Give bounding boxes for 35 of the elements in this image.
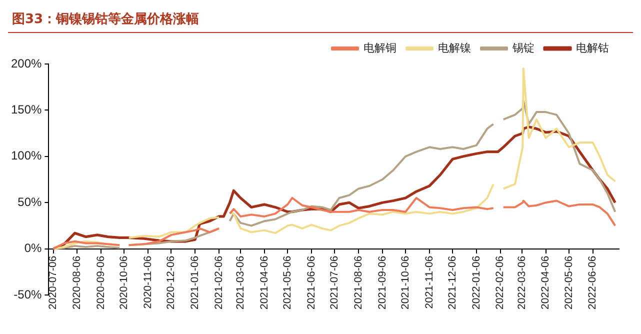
y-tick-label: -50% <box>14 287 42 302</box>
x-tick-label: 2021-02-06 <box>212 256 225 310</box>
y-tick-label: 50% <box>18 194 42 209</box>
x-tick-label: 2021-11-06 <box>423 256 436 309</box>
x-tick-label: 2022-02-06 <box>494 256 506 310</box>
x-tick-label: 2020-07-06 <box>47 256 60 310</box>
x-tick-label: 2020-08-06 <box>71 256 84 310</box>
y-tick-label: 0% <box>24 241 42 256</box>
legend-label: 电解镍 <box>438 41 471 54</box>
x-tick-label: 2021-05-06 <box>281 256 294 310</box>
y-tick-label: 100% <box>10 148 42 163</box>
y-tick-label: 200% <box>10 56 42 70</box>
x-tick-label: 2022-03-06 <box>516 256 528 310</box>
x-tick-label: 2022-05-06 <box>562 256 575 310</box>
x-tick-label: 2020-09-06 <box>94 256 107 310</box>
x-tick-label: 2021-06-06 <box>305 256 318 310</box>
x-tick-label: 2020-11-06 <box>142 256 154 309</box>
x-tick-label: 2020-12-06 <box>165 256 178 310</box>
legend-label: 锡锭 <box>512 41 534 54</box>
y-tick-label: 150% <box>10 102 42 117</box>
x-tick-label: 2021-09-06 <box>376 256 388 310</box>
x-tick-label: 2021-07-06 <box>328 256 341 310</box>
x-tick-label: 2021-12-06 <box>446 256 458 310</box>
legend-label: 电解铜 <box>364 41 396 54</box>
x-tick-label: 2021-08-06 <box>352 256 364 310</box>
x-tick-label: 2021-03-06 <box>234 256 246 310</box>
x-tick-label: 2021-10-06 <box>399 256 412 310</box>
x-tick-label: 2020-10-06 <box>118 256 130 310</box>
x-tick-label: 2022-04-06 <box>540 256 552 310</box>
x-tick-label: 2022-01-06 <box>470 256 482 310</box>
x-tick-label: 2022-06-06 <box>586 256 599 310</box>
legend-label: 电解钴 <box>576 41 609 54</box>
chart-title: 图33：铜镍锡钴等金属价格涨幅 <box>8 8 633 33</box>
x-tick-label: 2021-01-06 <box>189 256 202 310</box>
x-tick-label: 2021-04-06 <box>258 256 270 310</box>
